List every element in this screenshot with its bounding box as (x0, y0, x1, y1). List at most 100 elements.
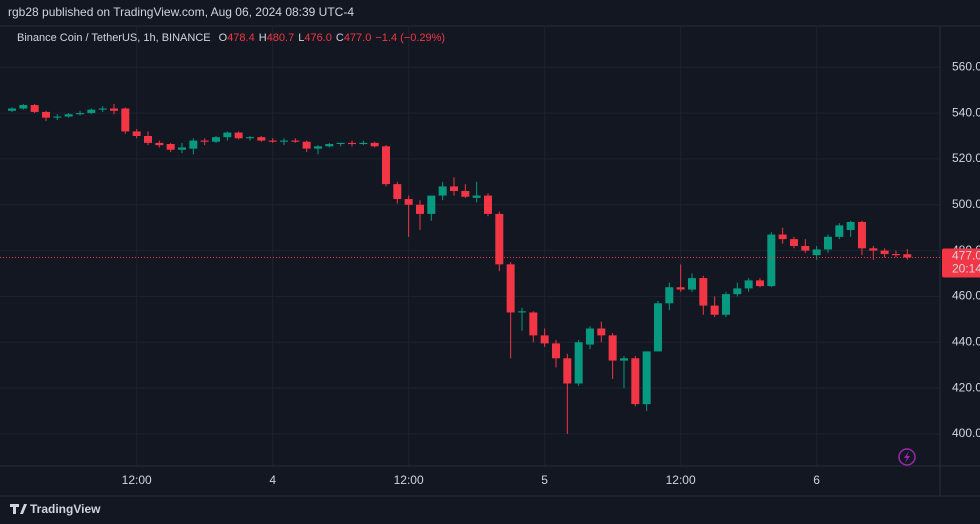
legend-key: C (336, 32, 344, 44)
candle-body (347, 142, 356, 145)
candle-body (461, 191, 470, 197)
candle-body (166, 144, 175, 150)
candle-body (189, 140, 198, 149)
candle-body (835, 225, 844, 237)
legend-key: L (298, 32, 304, 44)
candle-body (381, 146, 390, 185)
last-price-box (942, 248, 980, 278)
y-tick-label: 520.0 (952, 151, 980, 165)
candle-body (177, 147, 186, 150)
candle-body (245, 137, 254, 139)
candle-body (880, 250, 889, 255)
candle-body (109, 108, 118, 111)
candle-body (812, 249, 821, 256)
y-tick-label: 500.0 (952, 197, 980, 211)
candle-body (427, 195, 436, 214)
candle-body (551, 343, 560, 359)
candle-body (608, 335, 617, 361)
candle-body (41, 111, 50, 118)
candle-body (155, 142, 164, 146)
candle-body (75, 113, 84, 115)
y-tick-label: 420.0 (952, 380, 980, 394)
candle-body (891, 254, 900, 256)
candle-body (563, 358, 572, 384)
candle-body (801, 246, 810, 251)
candle-body (676, 287, 685, 290)
candle-body (778, 234, 787, 240)
candle-body (789, 239, 798, 246)
candle-body (438, 186, 447, 196)
candle-body (449, 186, 458, 191)
candle-body (313, 146, 322, 149)
candle-body (517, 311, 526, 313)
candle-body (279, 140, 288, 142)
candle-body (506, 264, 515, 313)
x-tick-label: 12:00 (394, 473, 424, 487)
y-tick-label: 560.0 (952, 59, 980, 73)
candle-body (223, 132, 232, 138)
footer-brand: TradingView (30, 502, 101, 516)
candle-body (903, 254, 912, 258)
candle-body (540, 335, 549, 344)
candle-body (8, 108, 16, 111)
candle-body (869, 248, 878, 251)
countdown-label: 20:14 (952, 262, 980, 276)
candle-body (710, 305, 719, 315)
legend-key: O (219, 32, 228, 44)
candle-body (823, 236, 832, 250)
legend-value: 480.7 (267, 32, 295, 44)
candle-body (404, 199, 413, 205)
legend-value: 477.0 (344, 32, 372, 44)
candle-body (53, 116, 62, 118)
legend-value: 478.4 (227, 32, 255, 44)
candle-body (721, 294, 730, 315)
candle-body (64, 114, 73, 117)
footer-logo (10, 504, 27, 514)
legend-change: −1.4 (−0.29%) (375, 32, 445, 44)
x-tick-label: 4 (269, 473, 276, 487)
candle-body (211, 137, 220, 142)
candle-body (393, 184, 402, 200)
candle-body (665, 287, 674, 304)
candle-body (642, 351, 651, 405)
x-tick-label: 12:00 (122, 473, 152, 487)
candle-body (767, 234, 776, 287)
candle-body (302, 141, 311, 149)
candle-body (132, 131, 141, 136)
legend: Binance Coin / TetherUS, 1h, BINANCE O478… (17, 32, 445, 44)
candle-body (415, 204, 424, 214)
candle-body (98, 108, 107, 110)
candle-body (699, 278, 708, 306)
legend-symbol: Binance Coin / TetherUS, 1h, BINANCE (17, 32, 211, 44)
candle-body (359, 142, 368, 145)
y-tick-label: 400.0 (952, 426, 980, 440)
candle-body (370, 142, 379, 147)
x-tick-label: 6 (813, 473, 820, 487)
candle-body (472, 195, 481, 198)
y-tick-label: 460.0 (952, 289, 980, 303)
candle-body (121, 108, 130, 132)
candle-body (631, 358, 640, 405)
candle-body (257, 137, 266, 141)
candle-body (574, 342, 583, 384)
candle-body (585, 328, 594, 345)
candle-body (857, 221, 866, 249)
candle-body (325, 144, 334, 147)
publish-header: rgb28 published on TradingView.com, Aug … (8, 5, 354, 19)
legend-value: 476.0 (304, 32, 332, 44)
candle-body (87, 109, 96, 114)
x-tick-label: 12:00 (666, 473, 696, 487)
candle-body (30, 105, 39, 112)
candle-body (19, 105, 28, 109)
candle-body (529, 312, 538, 336)
y-tick-label: 540.0 (952, 105, 980, 119)
legend-key: H (259, 32, 267, 44)
candle-body (483, 195, 492, 214)
candle-body (291, 140, 300, 142)
last-price-label: 477.0 (952, 249, 980, 263)
candle-body (755, 280, 764, 287)
candle-body (846, 221, 855, 230)
candle-body (619, 358, 628, 361)
